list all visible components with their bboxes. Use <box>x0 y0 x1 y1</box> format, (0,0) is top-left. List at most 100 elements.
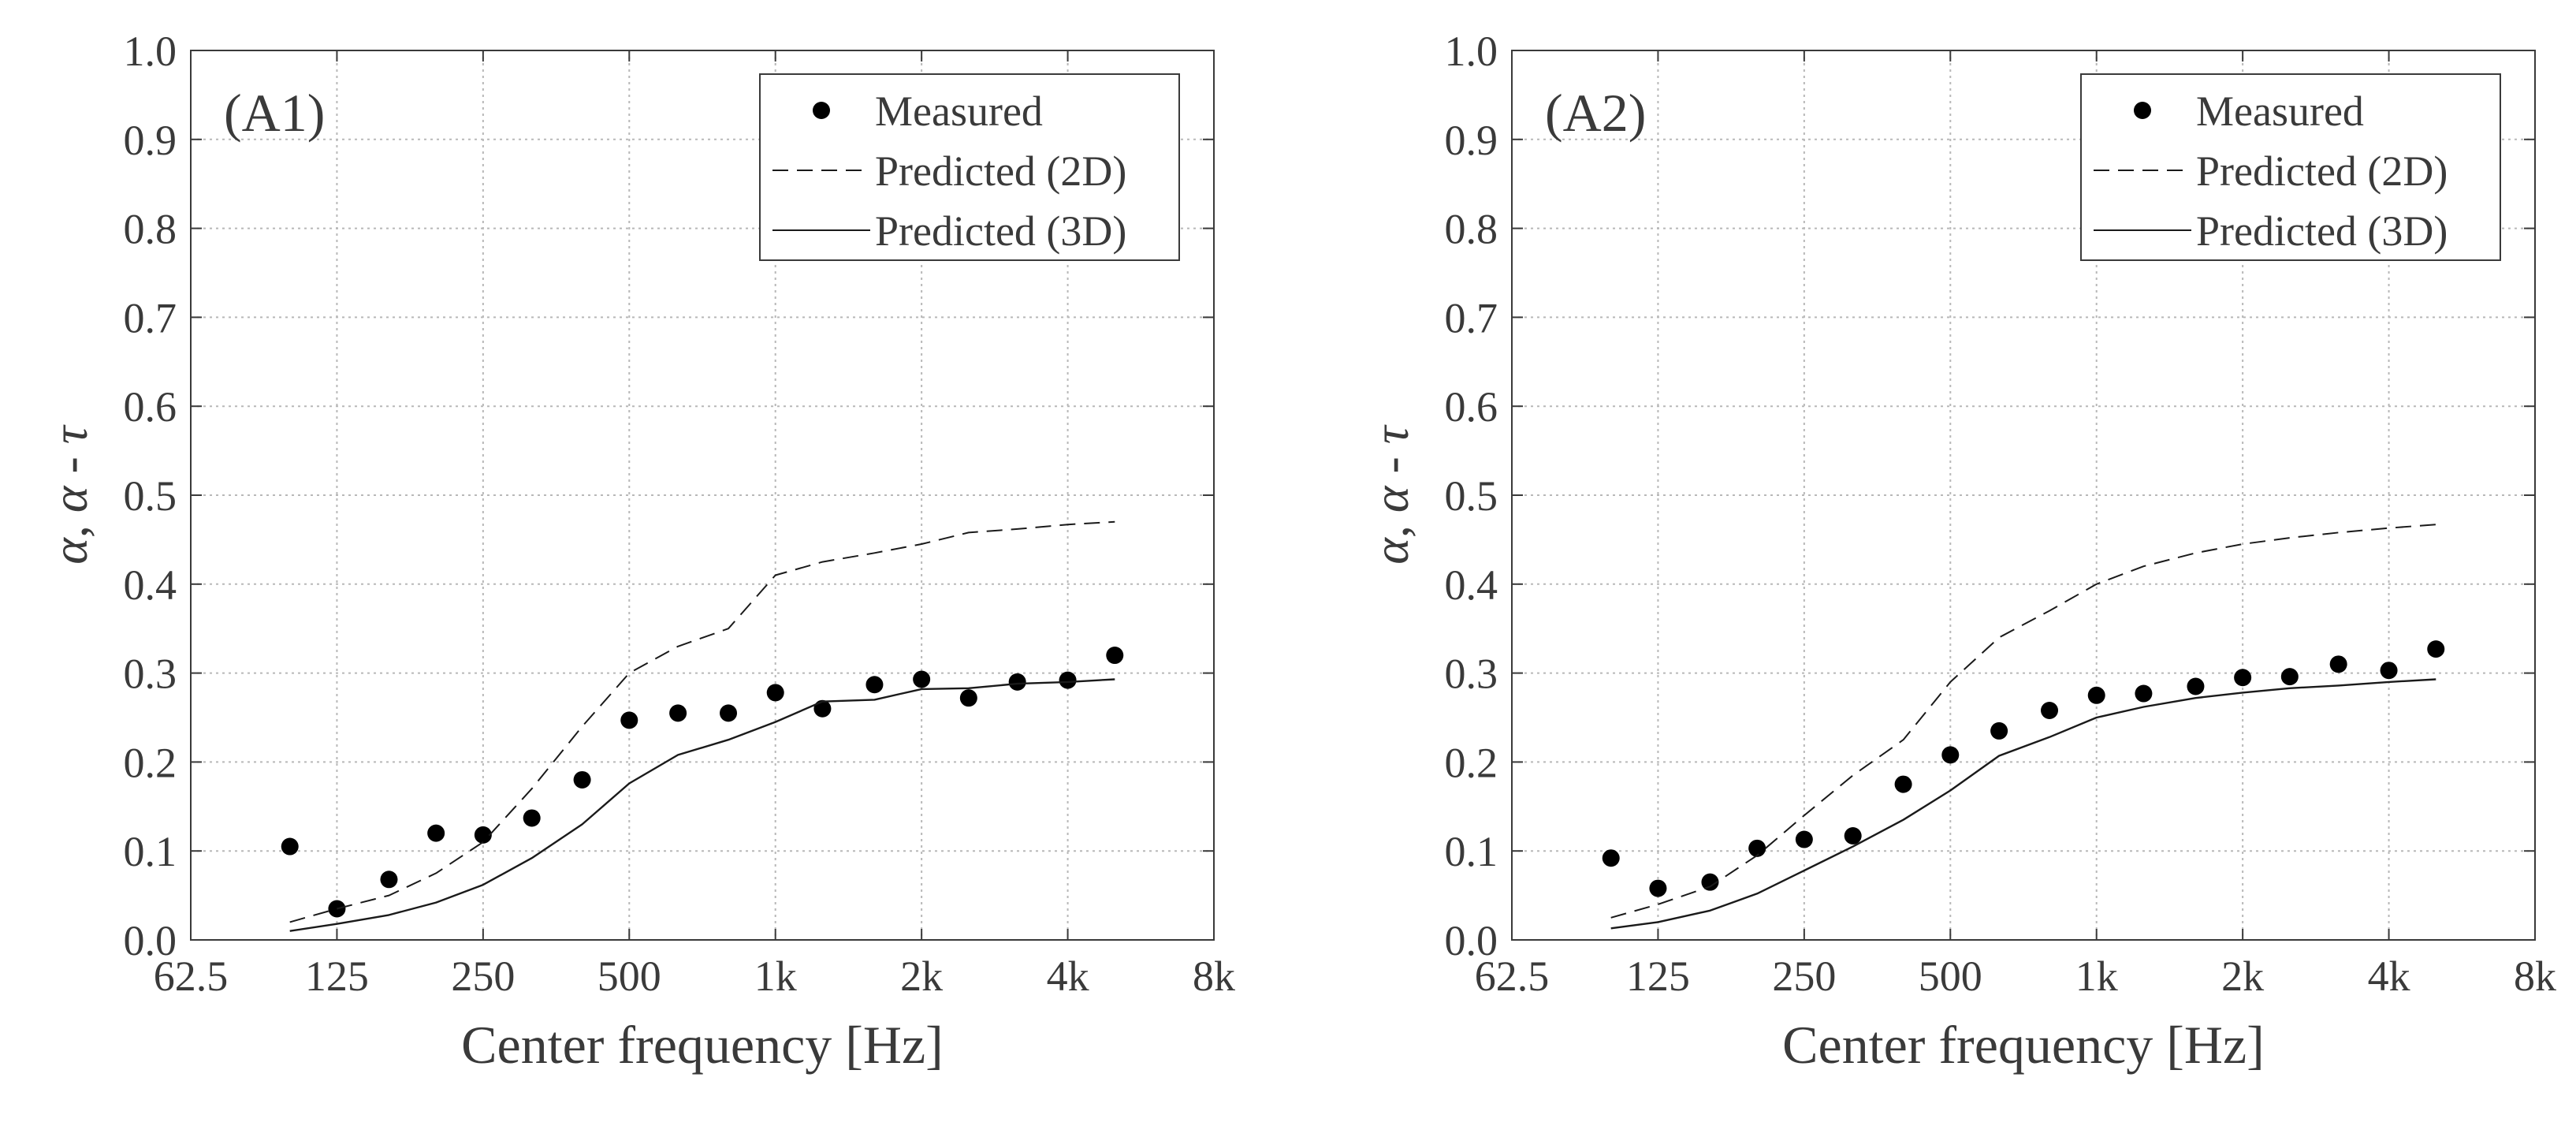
data-point-measured <box>865 676 884 694</box>
data-point-measured <box>1990 721 2008 740</box>
y-tick-label: 0.4 <box>1445 561 1498 609</box>
x-tick-label: 250 <box>451 953 515 1000</box>
data-point-measured <box>427 824 445 842</box>
x-tick-label: 1k <box>2075 953 2118 1000</box>
legend-label: Predicted (3D) <box>875 207 1126 255</box>
legend: Measured Predicted (2D) Predicted (3D) <box>2080 73 2501 261</box>
y-tick-label: 0.5 <box>1445 472 1498 520</box>
y-tick-label: 0.0 <box>124 917 177 964</box>
legend-label: Predicted (3D) <box>2196 207 2448 255</box>
x-tick-label: 62.5 <box>154 953 229 1000</box>
x-axis-label: Center frequency [Hz] <box>1782 1015 2265 1075</box>
y-tick-label: 0.4 <box>124 561 177 609</box>
x-tick-label: 500 <box>597 953 661 1000</box>
data-point-measured <box>474 826 492 844</box>
y-axis-label-part: - <box>1363 444 1419 486</box>
data-point-measured <box>913 670 931 688</box>
data-point-measured <box>1008 673 1026 691</box>
y-tick-label: 0.9 <box>124 117 177 164</box>
series-line-predicted-3d <box>1610 678 2436 930</box>
y-tick-label: 0.6 <box>124 383 177 431</box>
y-tick-label: 1.0 <box>1445 28 1498 75</box>
data-point-measured <box>2234 669 2252 687</box>
x-tick-label: 125 <box>305 953 369 1000</box>
data-point-measured <box>1795 830 1813 848</box>
x-tick-label: 250 <box>1772 953 1836 1000</box>
y-tick-label: 0.6 <box>1445 383 1498 431</box>
x-tick-label: 8k <box>2514 953 2556 1000</box>
y-tick-label: 0.7 <box>124 294 177 341</box>
y-tick-label: 0.2 <box>1445 739 1498 786</box>
data-point-measured <box>2329 655 2347 673</box>
y-tick-label: 0.1 <box>124 828 177 875</box>
data-point-measured <box>2041 701 2059 719</box>
y-tick-label: 0.2 <box>124 739 177 786</box>
data-point-measured <box>2135 684 2153 703</box>
y-tick-label: 0.0 <box>1445 917 1498 964</box>
y-axis-label-part: , <box>42 513 98 538</box>
y-axis-label-part: α <box>42 537 98 565</box>
y-axis-label: α, α - τ <box>1363 424 1419 565</box>
y-tick-label: 0.5 <box>124 472 177 520</box>
y-tick-label: 0.8 <box>124 206 177 253</box>
legend-marker <box>2134 102 2151 119</box>
y-tick-label: 0.1 <box>1445 828 1498 875</box>
x-tick-label: 125 <box>1626 953 1690 1000</box>
data-point-measured <box>1701 873 1719 891</box>
legend-box <box>759 73 1180 261</box>
data-point-measured <box>1649 879 1667 897</box>
data-point-measured <box>720 704 738 722</box>
data-point-measured <box>523 809 541 827</box>
y-tick-label: 1.0 <box>124 28 177 75</box>
data-point-measured <box>1894 775 1912 793</box>
panel-label: (A1) <box>224 83 325 143</box>
x-tick-label: 8k <box>1193 953 1235 1000</box>
data-point-measured <box>2087 686 2105 704</box>
legend-label: Measured <box>2196 88 2364 135</box>
series-line-predicted-2d <box>289 520 1115 923</box>
data-point-measured <box>1941 746 1960 764</box>
data-point-measured <box>1602 849 1620 867</box>
x-tick-label: 500 <box>1919 953 1982 1000</box>
data-point-measured <box>813 699 832 718</box>
y-axis-label-part: τ <box>42 424 98 444</box>
y-axis-label-part: α <box>42 485 98 513</box>
y-tick-label: 0.3 <box>1445 651 1498 698</box>
legend-label: Measured <box>875 88 1043 135</box>
y-axis-label-part: τ <box>1363 424 1419 444</box>
x-tick-label: 1k <box>754 953 797 1000</box>
x-tick-label: 4k <box>2368 953 2410 1000</box>
legend-label: Predicted (2D) <box>875 147 1126 195</box>
x-tick-label: 4k <box>1047 953 1089 1000</box>
x-tick-label: 2k <box>900 953 943 1000</box>
chart-panel-a1: 62.5 125 250 500 1k 2k 4k 8k 0.0 0.1 0.2 0.3 0.4 0.5 0… <box>42 28 1235 1075</box>
data-point-measured <box>766 684 784 702</box>
legend-marker <box>813 102 830 119</box>
series-line-predicted-2d <box>1610 524 2436 919</box>
data-point-measured <box>281 837 299 856</box>
data-point-measured <box>2380 662 2398 680</box>
data-point-measured <box>573 770 591 789</box>
x-tick-label: 62.5 <box>1475 953 1550 1000</box>
data-point-measured <box>1748 839 1766 857</box>
panel-label: (A2) <box>1545 83 1646 143</box>
legend-box <box>2080 73 2501 261</box>
legend-label: Predicted (2D) <box>2196 147 2448 195</box>
y-tick-label: 0.3 <box>124 651 177 698</box>
data-point-measured <box>380 871 398 889</box>
y-axis-label-part: α <box>1363 537 1419 565</box>
x-tick-label: 2k <box>2221 953 2264 1000</box>
chart-panel-a2: 62.5 125 250 500 1k 2k 4k 8k 0.0 0.1 0.2 0.3 0.4 0.5 0… <box>1363 28 2556 1075</box>
data-point-measured <box>2187 677 2205 695</box>
legend: Measured Predicted (2D) Predicted (3D) <box>759 73 1180 261</box>
y-tick-label: 0.7 <box>1445 294 1498 341</box>
y-axis-label: α, α - τ <box>42 424 98 565</box>
y-axis-label-part: - <box>42 444 98 486</box>
y-axis-label-part: α <box>1363 485 1419 513</box>
x-axis-label: Center frequency [Hz] <box>461 1015 944 1075</box>
data-point-measured <box>669 704 687 722</box>
y-tick-label: 0.9 <box>1445 117 1498 164</box>
data-point-measured <box>620 711 638 729</box>
data-point-measured <box>1059 671 1077 689</box>
